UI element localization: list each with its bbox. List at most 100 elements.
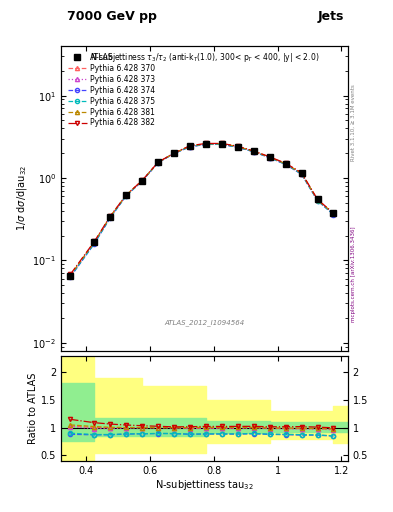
Pythia 6.428 375: [124, 193, 129, 199]
Pythia 6.428 381: [108, 214, 113, 220]
Pythia 6.428 375: [140, 178, 145, 184]
Pythia 6.428 382: [315, 196, 320, 202]
Pythia 6.428 374: [235, 144, 240, 151]
Pythia 6.428 370: [92, 240, 97, 246]
Pythia 6.428 374: [68, 274, 73, 280]
Pythia 6.428 373: [140, 178, 145, 184]
Pythia 6.428 381: [204, 141, 208, 147]
Pythia 6.428 373: [92, 240, 97, 246]
Text: 7000 GeV pp: 7000 GeV pp: [67, 10, 157, 24]
Legend: ATLAS, Pythia 6.428 370, Pythia 6.428 373, Pythia 6.428 374, Pythia 6.428 375, P: ATLAS, Pythia 6.428 370, Pythia 6.428 37…: [65, 50, 158, 131]
Pythia 6.428 374: [283, 161, 288, 167]
Pythia 6.428 374: [331, 211, 336, 218]
Line: Pythia 6.428 374: Pythia 6.428 374: [68, 142, 336, 279]
Line: Pythia 6.428 370: Pythia 6.428 370: [68, 142, 336, 278]
Pythia 6.428 382: [156, 159, 160, 165]
Line: Pythia 6.428 382: Pythia 6.428 382: [68, 141, 336, 276]
Pythia 6.428 373: [188, 143, 193, 150]
Pythia 6.428 382: [124, 192, 129, 198]
Pythia 6.428 375: [68, 273, 73, 280]
Pythia 6.428 375: [108, 215, 113, 221]
Line: Pythia 6.428 381: Pythia 6.428 381: [68, 142, 336, 278]
Pythia 6.428 375: [299, 171, 304, 177]
Pythia 6.428 375: [204, 141, 208, 147]
Pythia 6.428 375: [235, 144, 240, 150]
ATLAS: [124, 192, 129, 198]
Pythia 6.428 374: [267, 155, 272, 161]
Pythia 6.428 373: [299, 171, 304, 177]
Pythia 6.428 373: [235, 144, 240, 150]
Pythia 6.428 381: [92, 239, 97, 245]
Pythia 6.428 370: [235, 144, 240, 150]
Pythia 6.428 382: [252, 148, 256, 154]
Pythia 6.428 370: [331, 210, 336, 217]
Pythia 6.428 374: [220, 141, 224, 147]
Pythia 6.428 382: [220, 140, 224, 146]
ATLAS: [252, 148, 256, 155]
Pythia 6.428 374: [188, 144, 193, 150]
Pythia 6.428 382: [204, 140, 208, 146]
Pythia 6.428 373: [108, 214, 113, 220]
Pythia 6.428 374: [124, 193, 129, 199]
Y-axis label: Ratio to ATLAS: Ratio to ATLAS: [28, 373, 38, 444]
Pythia 6.428 381: [252, 148, 256, 155]
Pythia 6.428 370: [220, 141, 224, 147]
Pythia 6.428 382: [92, 238, 97, 244]
ATLAS: [172, 150, 176, 156]
ATLAS: [331, 209, 336, 216]
Pythia 6.428 381: [299, 170, 304, 177]
Pythia 6.428 381: [156, 159, 160, 165]
Pythia 6.428 375: [172, 151, 176, 157]
ATLAS: [267, 154, 272, 160]
Pythia 6.428 381: [172, 150, 176, 156]
ATLAS: [204, 141, 208, 147]
ATLAS: [156, 159, 160, 165]
Pythia 6.428 382: [299, 169, 304, 176]
Pythia 6.428 370: [188, 143, 193, 150]
Pythia 6.428 382: [108, 213, 113, 219]
Pythia 6.428 370: [68, 273, 73, 279]
ATLAS: [235, 144, 240, 150]
ATLAS: [68, 273, 73, 279]
Pythia 6.428 370: [252, 148, 256, 155]
Pythia 6.428 381: [267, 154, 272, 160]
Line: Pythia 6.428 373: Pythia 6.428 373: [68, 142, 336, 278]
Text: mcplots.cern.ch [arXiv:1306.3436]: mcplots.cern.ch [arXiv:1306.3436]: [351, 227, 356, 323]
Text: ATLAS_2012_I1094564: ATLAS_2012_I1094564: [164, 319, 244, 326]
Pythia 6.428 374: [108, 215, 113, 221]
Pythia 6.428 373: [331, 211, 336, 217]
Pythia 6.428 374: [92, 241, 97, 247]
Line: Pythia 6.428 375: Pythia 6.428 375: [68, 142, 336, 279]
Pythia 6.428 373: [124, 193, 129, 199]
Pythia 6.428 370: [108, 214, 113, 220]
ATLAS: [283, 160, 288, 166]
Pythia 6.428 382: [68, 271, 73, 277]
ATLAS: [108, 214, 113, 220]
Pythia 6.428 373: [267, 155, 272, 161]
Pythia 6.428 375: [252, 148, 256, 155]
X-axis label: N-subjettiness tau$_{32}$: N-subjettiness tau$_{32}$: [155, 478, 254, 493]
Pythia 6.428 370: [156, 159, 160, 165]
Pythia 6.428 381: [124, 192, 129, 198]
Pythia 6.428 370: [299, 170, 304, 177]
Pythia 6.428 373: [68, 273, 73, 279]
Pythia 6.428 373: [220, 141, 224, 147]
Pythia 6.428 375: [267, 155, 272, 161]
Pythia 6.428 375: [315, 198, 320, 204]
Pythia 6.428 370: [140, 178, 145, 184]
Pythia 6.428 375: [283, 161, 288, 167]
Text: Rivet 3.1.10, ≥ 3.1M events: Rivet 3.1.10, ≥ 3.1M events: [351, 84, 356, 161]
ATLAS: [92, 240, 97, 246]
Pythia 6.428 381: [220, 141, 224, 147]
Pythia 6.428 375: [156, 159, 160, 165]
Pythia 6.428 382: [140, 177, 145, 183]
Pythia 6.428 373: [315, 197, 320, 203]
Text: Jets: Jets: [318, 10, 344, 24]
Pythia 6.428 381: [188, 143, 193, 149]
Pythia 6.428 373: [283, 161, 288, 167]
Pythia 6.428 370: [283, 161, 288, 167]
Text: N-subjettiness $\tau_3/\tau_2$ (anti-k$_T$(1.0), 300< p$_T$ < 400, |y| < 2.0): N-subjettiness $\tau_3/\tau_2$ (anti-k$_…: [90, 51, 319, 63]
ATLAS: [299, 170, 304, 176]
Pythia 6.428 375: [220, 141, 224, 147]
Pythia 6.428 382: [267, 154, 272, 160]
